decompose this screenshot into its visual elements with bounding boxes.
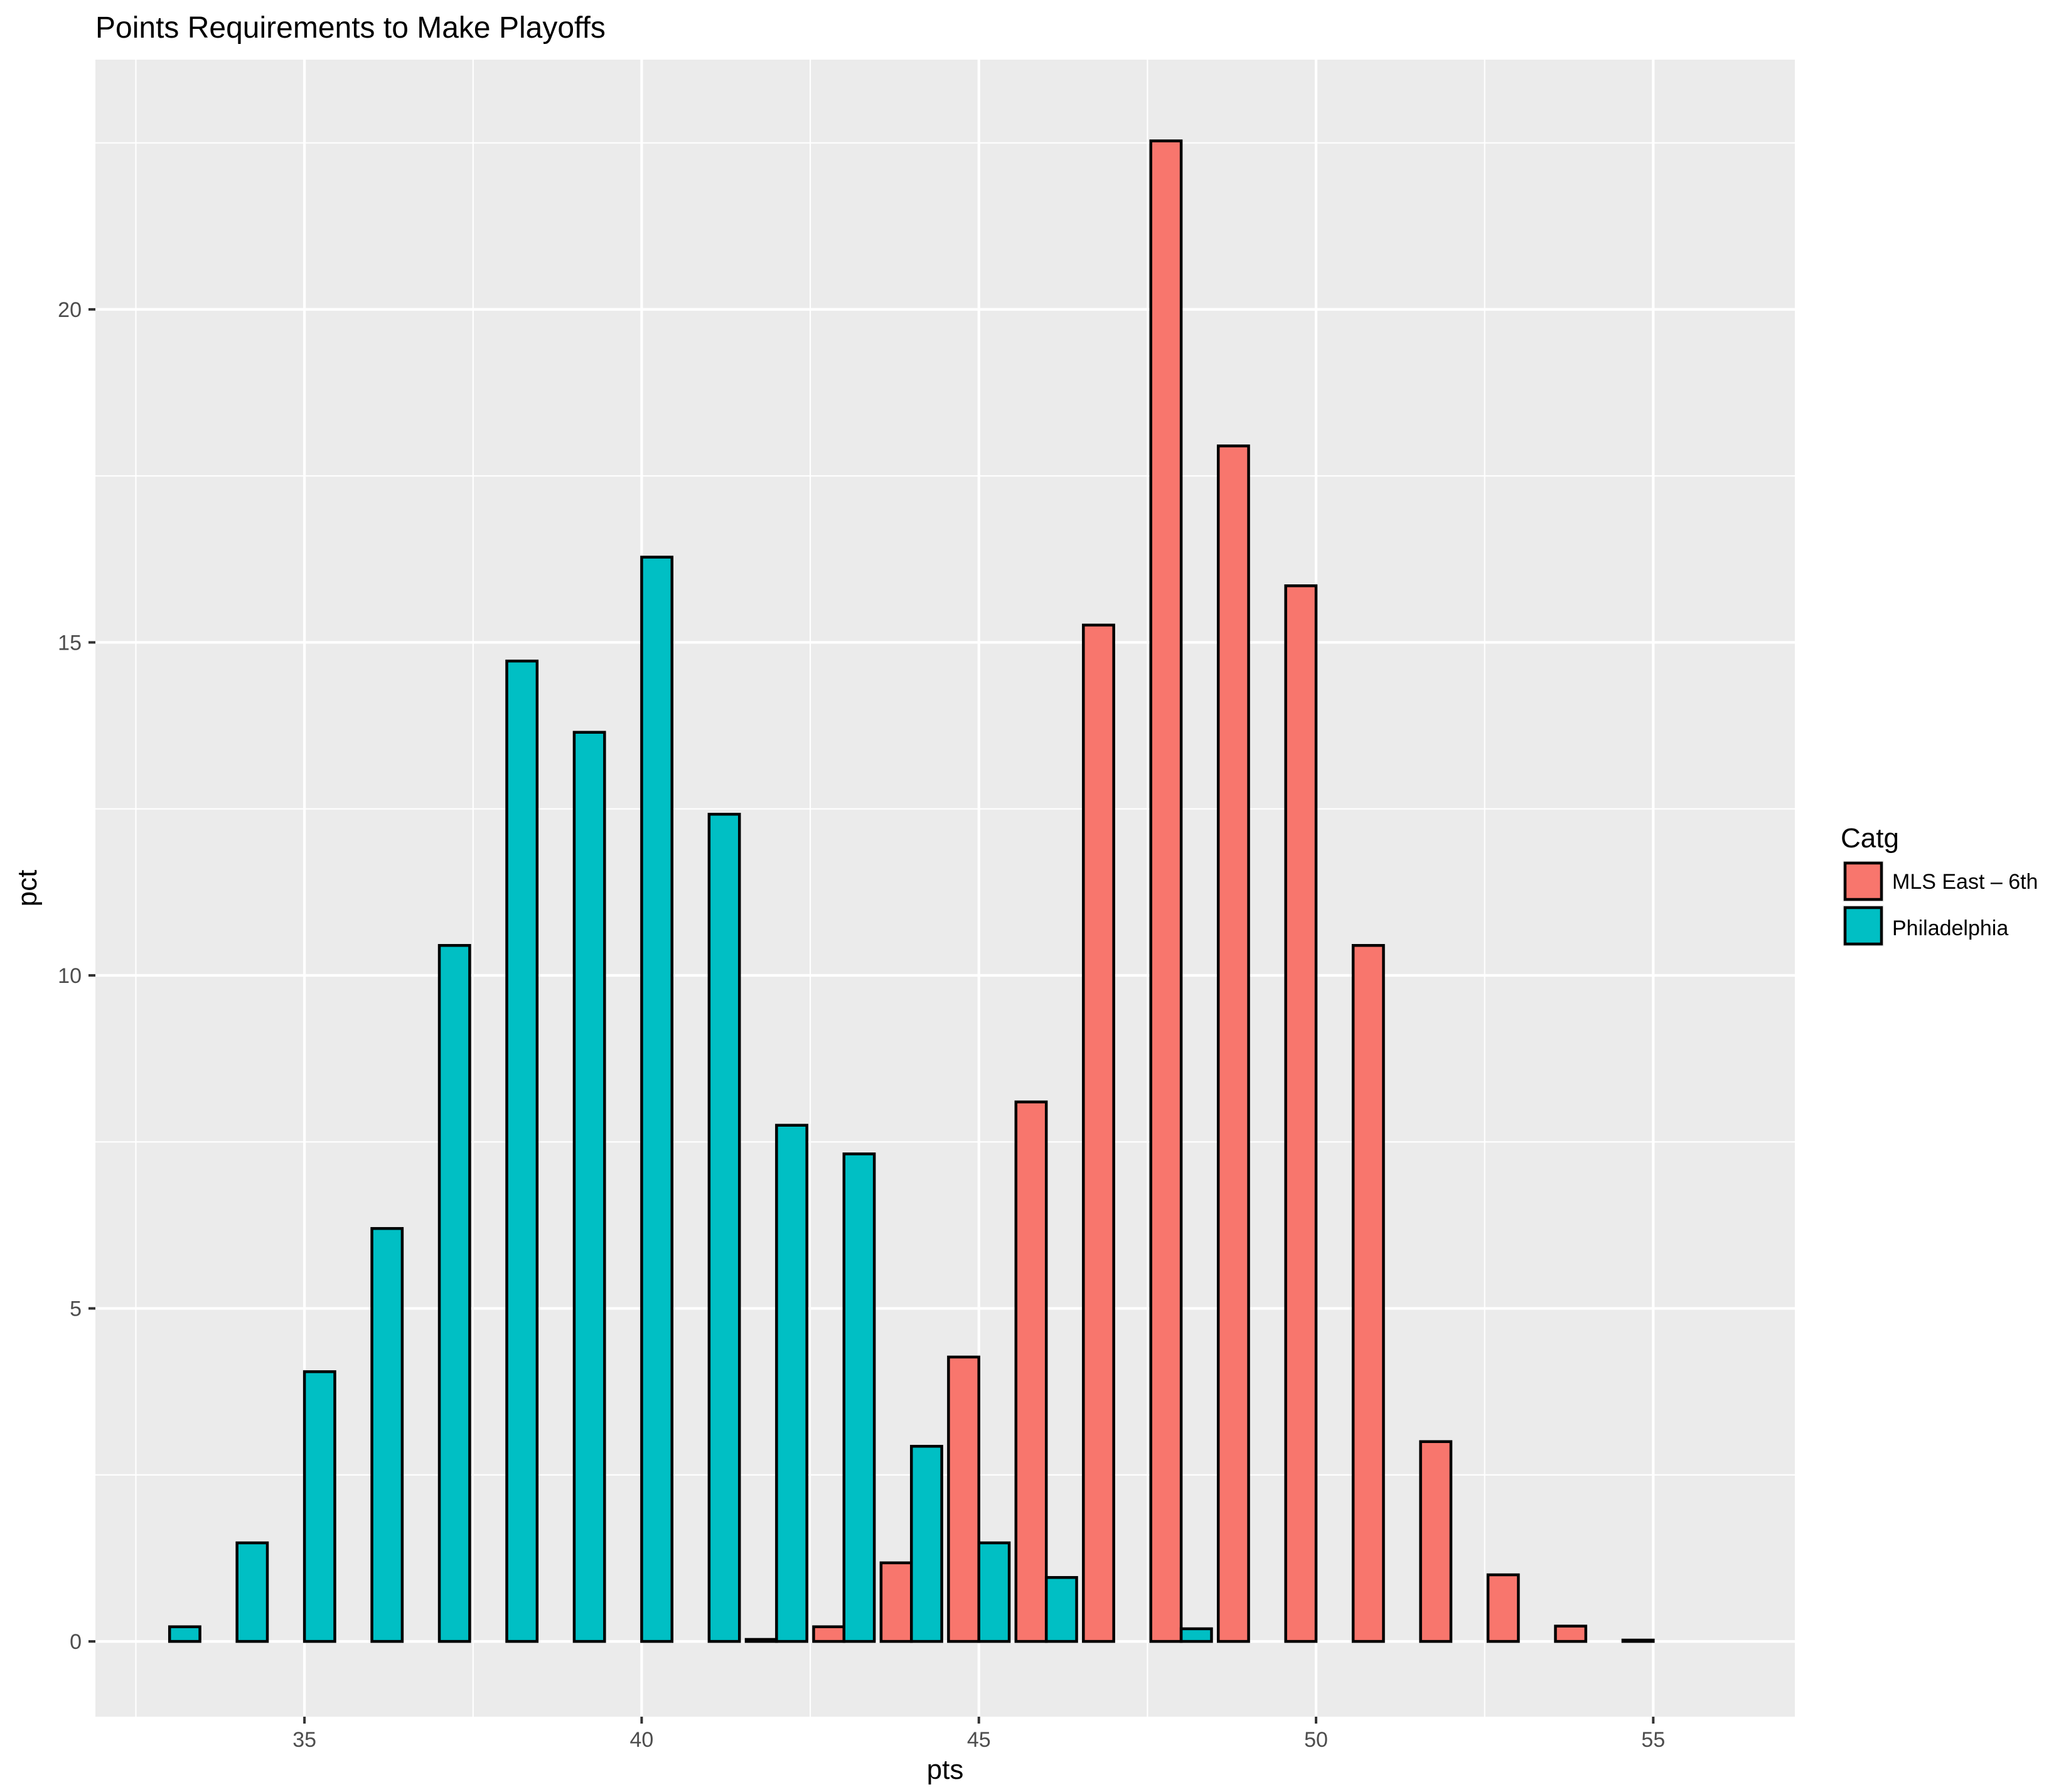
bar-philadelphia-44 (910, 1444, 943, 1643)
legend: Catg MLS East – 6th Philadelphia (1841, 823, 2038, 947)
x-tick-label: 35 (292, 1728, 316, 1752)
legend-label-philadelphia: Philadelphia (1892, 916, 2008, 940)
x-tick-label: 50 (1304, 1728, 1328, 1752)
y-tick-label: 20 (58, 298, 82, 322)
bar-philadelphia-38 (505, 659, 539, 1643)
bar-mls-east-6th-52 (1419, 1440, 1453, 1643)
x-tick-label: 40 (630, 1728, 654, 1752)
bar-philadelphia-42 (775, 1124, 808, 1643)
bar-philadelphia-34 (235, 1541, 269, 1643)
bar-philadelphia-43 (842, 1152, 876, 1643)
y-tick-label: 0 (70, 1630, 82, 1654)
bar-philadelphia-40 (640, 555, 674, 1643)
y-tick-label: 10 (58, 964, 82, 988)
bar-philadelphia-46 (1044, 1575, 1078, 1643)
bar-philadelphia-39 (572, 731, 606, 1643)
y-axis-title: pct (12, 870, 43, 907)
legend-title: Catg (1841, 823, 1899, 854)
legend-swatch-mls-east-6th (1843, 861, 1883, 901)
bar-mls-east-6th-54 (1554, 1624, 1588, 1643)
bar-mls-east-6th-45 (947, 1355, 980, 1643)
bar-philadelphia-41 (707, 812, 741, 1643)
axis-ticks: 35 40 45 50 55 0 5 10 15 20 (58, 298, 1665, 1752)
legend-label-mls-east-6th: MLS East – 6th (1892, 870, 2038, 894)
bar-mls-east-6th-53 (1486, 1573, 1520, 1643)
bar-mls-east-6th-42 (744, 1638, 778, 1643)
bar-mls-east-6th-46 (1014, 1100, 1048, 1643)
bar-mls-east-6th-43 (812, 1625, 846, 1643)
y-tick-label: 15 (58, 631, 82, 655)
bar-philadelphia-33 (168, 1625, 201, 1643)
x-tick-label: 45 (967, 1728, 991, 1752)
bar-philadelphia-36 (370, 1226, 404, 1643)
bar-mls-east-6th-51 (1351, 944, 1385, 1643)
bar-mls-east-6th-48 (1149, 139, 1183, 1643)
bars (168, 139, 1655, 1643)
bar-mls-east-6th-49 (1216, 444, 1250, 1643)
y-tick-label: 5 (70, 1297, 82, 1321)
bar-philadelphia-37 (437, 944, 471, 1643)
bar-mls-east-6th-44 (879, 1561, 913, 1643)
chart-title: Points Requirements to Make Playoffs (95, 11, 606, 45)
bar-philadelphia-45 (977, 1541, 1011, 1643)
bar-philadelphia-48 (1179, 1627, 1213, 1643)
bar-mls-east-6th-55 (1621, 1638, 1655, 1643)
x-tick-label: 55 (1641, 1728, 1665, 1752)
bar-mls-east-6th-47 (1082, 623, 1115, 1643)
x-axis-title: pts (927, 1754, 964, 1785)
bar-philadelphia-35 (302, 1370, 336, 1643)
bar-mls-east-6th-50 (1284, 584, 1318, 1643)
legend-swatch-philadelphia (1843, 906, 1883, 946)
